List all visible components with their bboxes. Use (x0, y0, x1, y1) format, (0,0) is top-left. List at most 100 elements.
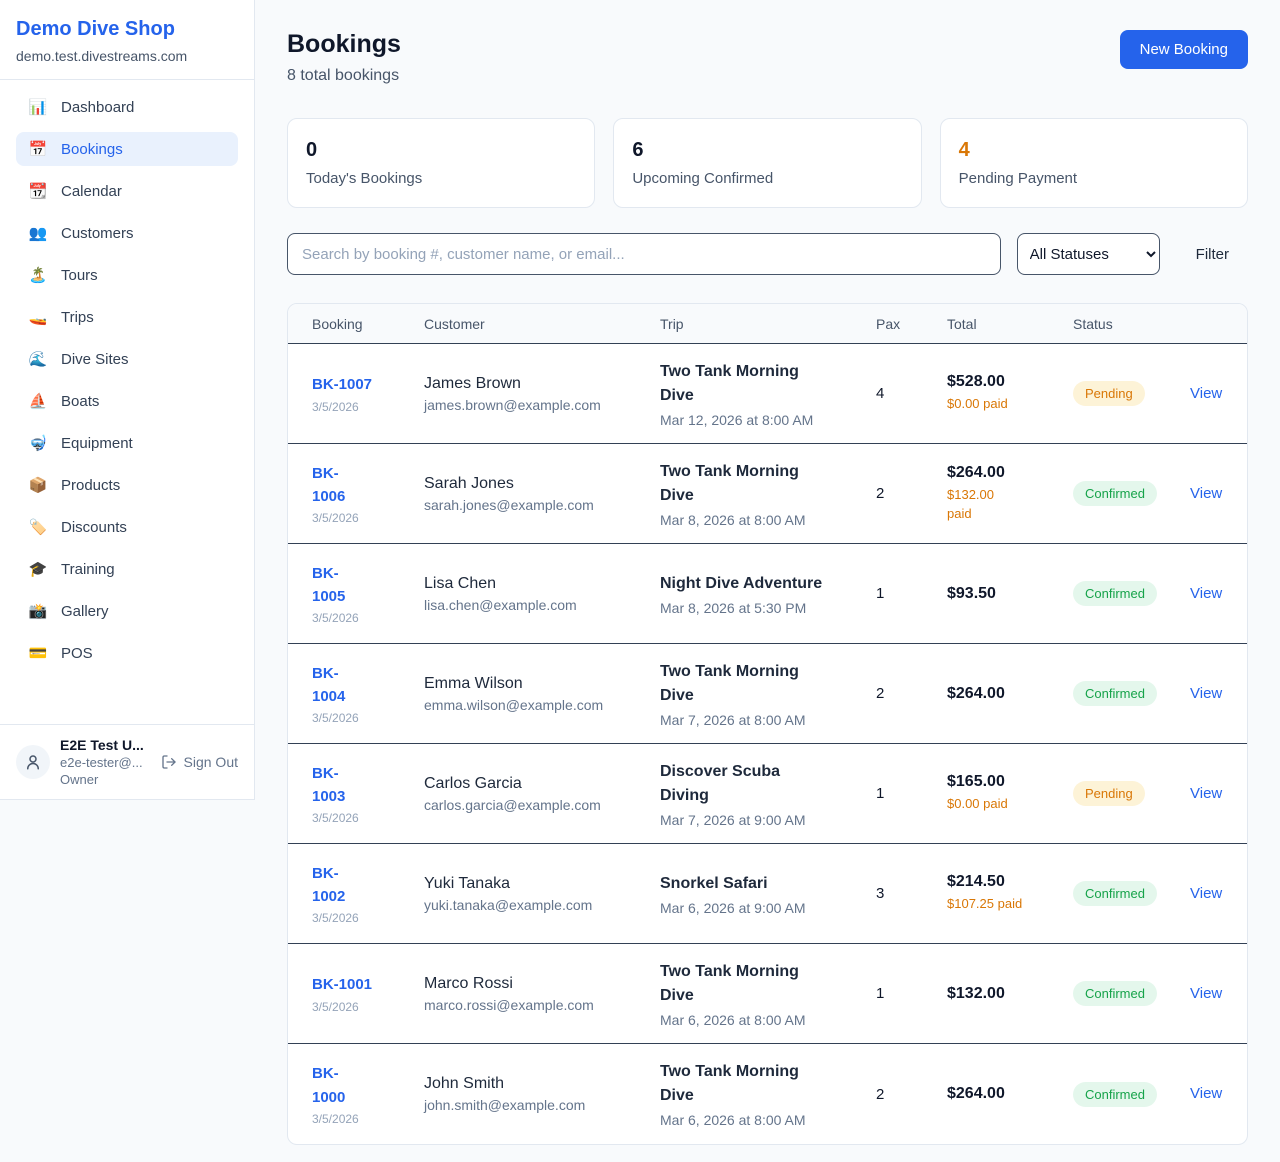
sidebar-item-gallery[interactable]: 📸 Gallery (28, 602, 109, 621)
status-badge: Confirmed (1073, 681, 1157, 706)
booking-id-link[interactable]: BK-1004 (312, 664, 346, 705)
status-filter-select[interactable]: All Statuses (1016, 233, 1160, 275)
view-booking-link[interactable]: View (1190, 984, 1223, 1002)
booking-id-link[interactable]: BK-1003 (312, 764, 346, 805)
equipment-icon: 🤿 (28, 435, 48, 452)
trip-name: Night Dive Adventure (660, 574, 823, 592)
sidebar-item-bookings[interactable]: 📅 Bookings (16, 132, 238, 166)
status-badge: Confirmed (1073, 981, 1157, 1006)
table-row: BK-1002 3/5/2026 Yuki Tanaka yuki.tanaka… (288, 844, 1247, 944)
stats-row: 0 Today's Bookings 6 Upcoming Confirmed … (287, 118, 1248, 208)
trip-name: Snorkel Safari (660, 874, 768, 892)
booking-date: 3/5/2026 (312, 811, 359, 826)
stat-value: 0 (306, 139, 318, 161)
sign-out-label: Sign Out (183, 754, 238, 770)
table-header-row: Booking Customer Trip Pax Total Status (288, 304, 1247, 344)
sidebar-item-dive-sites[interactable]: 🌊 Dive Sites (28, 350, 129, 369)
table-row: BK-1001 3/5/2026 Marco Rossi marco.rossi… (288, 944, 1247, 1044)
user-info: E2E Test U... e2e-tester@... Owner (60, 737, 151, 787)
total-amount: $264.00 (947, 464, 1005, 482)
sidebar-item-boats[interactable]: ⛵ Boats (28, 392, 100, 411)
view-booking-link[interactable]: View (1190, 584, 1223, 602)
boats-icon: ⛵ (28, 393, 48, 410)
total-amount: $264.00 (947, 1085, 1005, 1102)
booking-date: 3/5/2026 (312, 999, 359, 1014)
view-booking-link[interactable]: View (1190, 884, 1223, 902)
sidebar-nav: 📊 Dashboard 📅 Bookings 📆 Calendar 👥 Cust… (0, 80, 254, 688)
page-subtitle: 8 total bookings (287, 67, 400, 84)
sidebar-item-discounts[interactable]: 🏷️ Discounts (28, 518, 127, 537)
dashboard-icon: 📊 (28, 99, 48, 116)
sidebar-item-pos[interactable]: 💳 POS (28, 644, 93, 663)
customer-name: Marco Rossi (424, 974, 513, 992)
sidebar-item-tours[interactable]: 🏝️ Tours (28, 266, 98, 285)
booking-id-link[interactable]: BK-1006 (312, 464, 346, 505)
sidebar: Demo Dive Shop demo.test.divestreams.com… (0, 0, 255, 800)
sidebar-item-equipment[interactable]: 🤿 Equipment (28, 434, 133, 453)
customer-email: emma.wilson@example.com (424, 696, 604, 713)
customer-name: Sarah Jones (424, 474, 514, 492)
search-input[interactable] (287, 233, 1001, 275)
table-row: BK-1004 3/5/2026 Emma Wilson emma.wilson… (288, 644, 1247, 744)
pax-count: 1 (876, 585, 885, 602)
user-role: Owner (60, 772, 99, 787)
status-badge: Confirmed (1073, 1081, 1157, 1107)
pax-count: 4 (876, 385, 885, 402)
sidebar-item-calendar[interactable]: 📆 Calendar (28, 182, 122, 201)
booking-id-link[interactable]: BK-1002 (312, 864, 346, 905)
person-icon (27, 755, 39, 770)
stat-value: 6 (632, 139, 644, 161)
page-title: Bookings (287, 30, 401, 58)
column-header-total: Total (947, 315, 977, 332)
view-booking-link[interactable]: View (1190, 784, 1223, 802)
total-amount: $214.50 (947, 873, 1005, 891)
paid-amount: $0.00 paid (947, 796, 1008, 812)
sidebar-item-dashboard[interactable]: 📊 Dashboard (28, 98, 135, 117)
total-amount: $264.00 (947, 684, 1005, 702)
customer-name: Emma Wilson (424, 674, 523, 692)
status-badge: Confirmed (1073, 481, 1157, 506)
calendar-icon: 📆 (28, 183, 48, 200)
bookings-table: Booking Customer Trip Pax Total Status B… (287, 303, 1248, 1145)
avatar (16, 745, 50, 779)
trip-name: Two Tank Morning Dive (660, 962, 799, 1004)
trip-datetime: Mar 6, 2026 at 8:00 AM (660, 1011, 806, 1028)
sidebar-item-customers[interactable]: 👥 Customers (28, 224, 134, 243)
trip-name: Discover Scuba Diving (660, 762, 781, 804)
sign-out-icon (161, 755, 176, 769)
gallery-icon: 📸 (28, 603, 48, 620)
customer-email: james.brown@example.com (424, 396, 601, 413)
booking-id-link[interactable]: BK-1007 (312, 376, 373, 394)
stat-card: 4 Pending Payment (939, 118, 1248, 208)
booking-id-link[interactable]: BK-1005 (312, 564, 346, 605)
bookings-icon: 📅 (28, 141, 48, 158)
booking-id-link[interactable]: BK-1000 (312, 1065, 346, 1106)
trip-datetime: Mar 7, 2026 at 9:00 AM (660, 811, 806, 828)
filter-button[interactable]: Filter (1190, 245, 1235, 264)
table-row: BK-1003 3/5/2026 Carlos Garcia carlos.ga… (288, 744, 1247, 844)
stat-card: 6 Upcoming Confirmed (613, 118, 922, 208)
sign-out-button[interactable]: Sign Out (161, 754, 238, 770)
stat-label: Pending Payment (958, 170, 1078, 187)
view-booking-link[interactable]: View (1190, 684, 1223, 702)
total-amount: $528.00 (947, 373, 1005, 391)
total-amount: $165.00 (947, 773, 1005, 791)
pax-count: 2 (876, 485, 885, 502)
trip-datetime: Mar 7, 2026 at 8:00 AM (660, 711, 806, 728)
sidebar-item-products[interactable]: 📦 Products (28, 476, 121, 495)
view-booking-link[interactable]: View (1190, 484, 1223, 502)
customers-icon: 👥 (28, 225, 48, 242)
user-section: E2E Test U... e2e-tester@... Owner Sign … (0, 724, 254, 799)
sidebar-item-training[interactable]: 🎓 Training (28, 560, 115, 579)
customer-name: James Brown (424, 374, 521, 392)
shop-domain: demo.test.divestreams.com (16, 48, 188, 64)
booking-id-link[interactable]: BK-1001 (312, 976, 373, 994)
new-booking-button[interactable]: New Booking (1119, 30, 1248, 69)
pax-count: 1 (876, 985, 885, 1002)
view-booking-link[interactable]: View (1190, 1085, 1223, 1102)
pax-count: 2 (876, 1085, 885, 1103)
training-icon: 🎓 (28, 561, 48, 578)
sidebar-item-trips[interactable]: 🚤 Trips (28, 308, 94, 327)
view-booking-link[interactable]: View (1190, 384, 1223, 402)
column-header-trip: Trip (660, 315, 684, 332)
